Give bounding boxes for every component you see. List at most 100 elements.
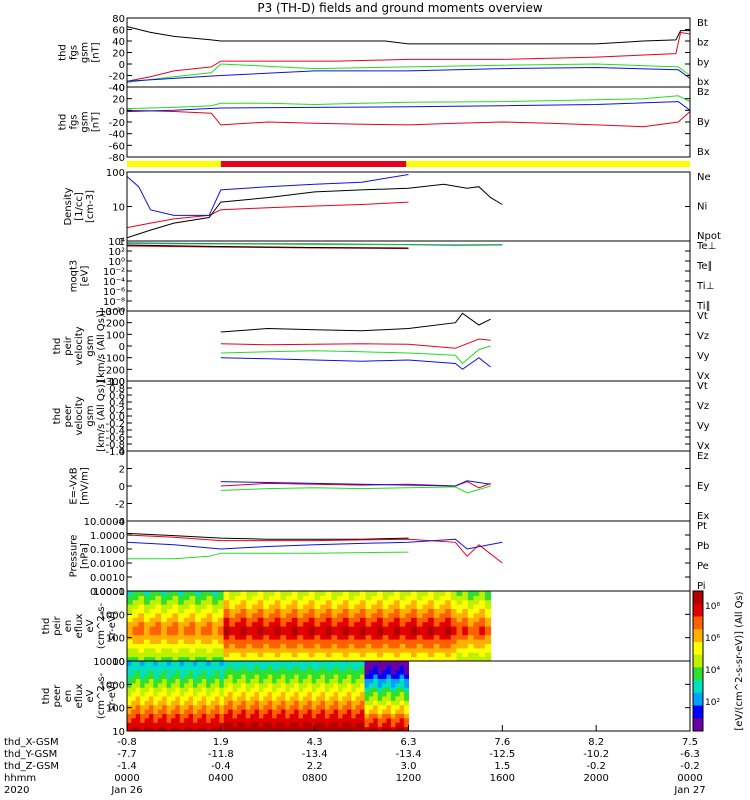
- heatmap-cell: [346, 687, 352, 693]
- heatmap-cell: [240, 630, 247, 636]
- heatmap-cell: [257, 626, 264, 631]
- heatmap-cell: [428, 608, 435, 614]
- heatmap-cell: [251, 599, 259, 605]
- heatmap-cell: [433, 591, 440, 596]
- heatmap-cell: [324, 704, 330, 710]
- y-axis-label: [nPa]: [80, 543, 91, 569]
- heatmap-cell: [132, 647, 139, 653]
- heatmap-cell: [157, 709, 163, 714]
- heatmap-cell: [373, 717, 379, 723]
- heatmap-cell: [161, 617, 168, 623]
- heatmap-cell: [144, 652, 151, 658]
- heatmap-cell: [399, 608, 406, 614]
- heatmap-cell: [241, 704, 247, 710]
- heatmap-cell: [236, 713, 242, 719]
- heatmap-cell: [162, 669, 168, 675]
- heatmap-cell: [473, 647, 480, 653]
- heatmap-cell: [325, 617, 333, 623]
- heatmap-cell: [246, 634, 253, 640]
- heatmap-cell: [144, 709, 150, 714]
- heatmap-cell: [219, 717, 225, 723]
- y-tick-label: 0.0010: [90, 573, 125, 584]
- heatmap-cell: [297, 621, 304, 627]
- heatmap-cell: [404, 726, 409, 732]
- heatmap-cell: [411, 604, 418, 609]
- heatmap-cell: [263, 682, 269, 688]
- heatmap-cell: [386, 665, 392, 671]
- colorbar-tick-label: 10²: [705, 698, 720, 708]
- heatmap-cell: [148, 713, 154, 719]
- heatmap-cell: [184, 687, 190, 693]
- heatmap-cell: [338, 713, 344, 719]
- y-axis-label: thd: [41, 688, 52, 705]
- heatmap-cell: [267, 704, 273, 710]
- heatmap-cell: [386, 709, 392, 714]
- heatmap-cell: [308, 647, 315, 653]
- heatmap-cell: [473, 604, 480, 609]
- heatmap-cell: [386, 682, 392, 688]
- x-row-value: -7.7: [117, 749, 137, 760]
- y-tick-label: -0.6: [105, 433, 125, 444]
- heatmap-cell: [197, 726, 203, 732]
- heatmap-cell: [170, 717, 176, 723]
- heatmap-cell: [269, 626, 276, 631]
- heatmap-cell: [161, 656, 168, 662]
- heatmap-cell: [399, 643, 406, 649]
- y-tick-label: -40: [109, 83, 125, 94]
- heatmap-cell: [342, 696, 348, 701]
- heatmap-cell: [302, 674, 308, 679]
- heatmap-cell: [240, 639, 247, 644]
- heatmap-cell: [219, 713, 225, 719]
- heatmap-cell: [428, 599, 435, 605]
- heatmap-cell: [286, 595, 293, 601]
- heatmap-cell: [294, 682, 300, 688]
- heatmap-cell: [166, 647, 173, 653]
- y-axis-label: eflux: [74, 684, 85, 709]
- heatmap-cell: [245, 717, 251, 723]
- heatmap-cell: [189, 626, 196, 631]
- heatmap-cell: [439, 617, 446, 623]
- heatmap-cell: [337, 595, 344, 601]
- heatmap-cell: [258, 669, 264, 675]
- heatmap-cell: [355, 674, 361, 679]
- heatmap-cell: [376, 647, 384, 653]
- heatmap-cell: [161, 626, 168, 631]
- heatmap-cell: [127, 722, 132, 728]
- x-row-value: 7.5: [682, 737, 698, 748]
- heatmap-cell: [272, 696, 278, 701]
- heatmap-cell: [155, 634, 162, 640]
- x-row-value: 0800: [302, 773, 327, 784]
- heatmap-cell: [404, 717, 409, 723]
- heatmap-cell: [479, 617, 486, 623]
- heatmap-cell: [337, 630, 344, 636]
- heatmap-cell: [348, 656, 355, 662]
- heatmap-cell: [404, 700, 409, 706]
- heatmap-cell: [149, 634, 156, 640]
- panel-frame: [126, 450, 691, 522]
- heatmap-cell: [405, 643, 412, 649]
- heatmap-cell: [183, 595, 190, 601]
- heatmap-cell: [467, 604, 475, 609]
- heatmap-cell: [223, 634, 230, 640]
- heatmap-cell: [422, 643, 429, 649]
- heatmap-cell: [274, 604, 281, 609]
- heatmap-cell: [291, 643, 298, 649]
- heatmap-cell: [360, 696, 366, 701]
- heatmap-cell: [162, 709, 168, 714]
- heatmap-cell: [206, 591, 213, 596]
- heatmap-cell: [246, 656, 253, 662]
- heatmap-cell: [395, 665, 401, 671]
- heatmap-cell: [329, 682, 335, 688]
- heatmap-cell: [371, 595, 378, 601]
- heatmap-cell: [144, 630, 151, 636]
- heatmap-cell: [178, 639, 185, 644]
- heatmap-cell: [364, 669, 370, 675]
- heatmap-cell: [351, 726, 357, 732]
- x-row-value: 7.6: [494, 737, 510, 748]
- x-row-value: -0.8: [117, 737, 137, 748]
- heatmap-cell: [342, 682, 348, 688]
- heatmap-cell: [200, 643, 208, 649]
- heatmap-cell: [166, 595, 173, 601]
- heatmap-cell: [232, 726, 238, 732]
- heatmap-cell: [212, 617, 219, 623]
